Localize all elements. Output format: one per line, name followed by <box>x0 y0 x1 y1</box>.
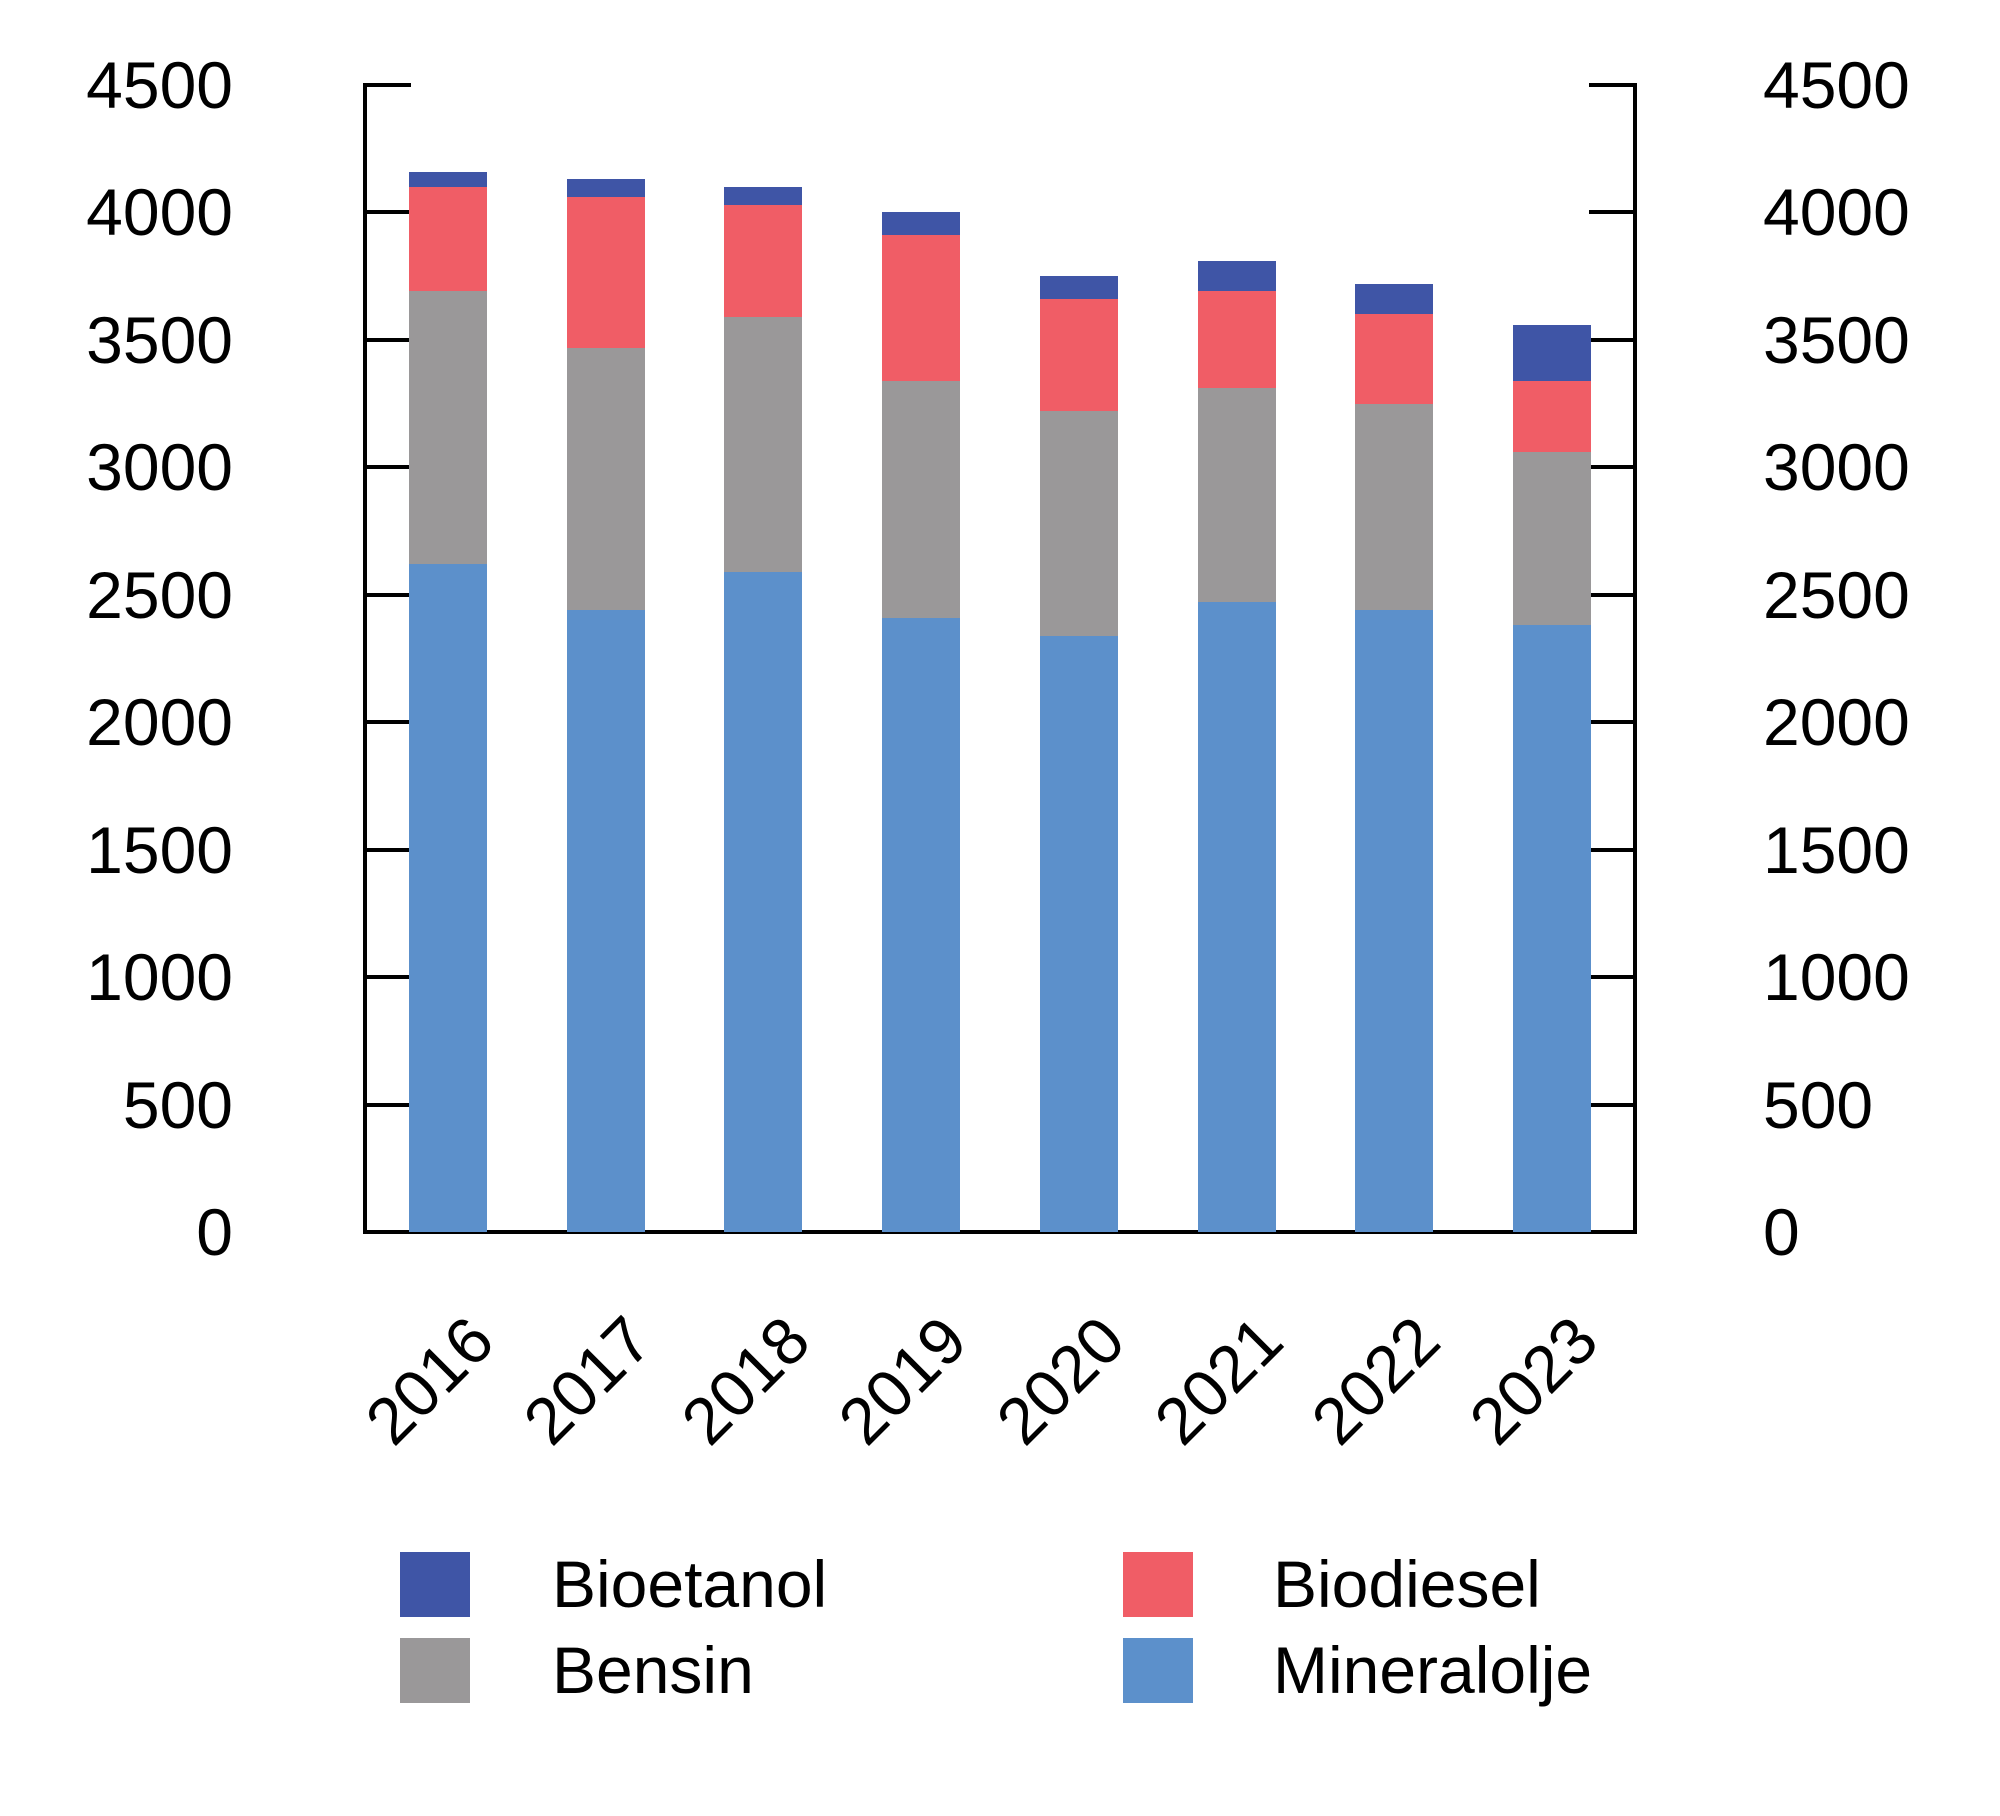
bar-segment-bioetanol-2023 <box>1512 324 1591 381</box>
y-tick-label-right-4000: 4000 <box>1763 175 1910 250</box>
bar-segment-biodiesel-2020 <box>1039 299 1118 412</box>
bar-segment-bioetanol-2018 <box>724 186 803 205</box>
y-tick-label-left-3500: 3500 <box>86 302 233 377</box>
bar-segment-bensin-2021 <box>1197 388 1276 603</box>
y-tick-right-0 <box>1589 1230 1635 1234</box>
y-tick-left-2000 <box>365 720 411 725</box>
bar-segment-bensin-2016 <box>409 291 487 565</box>
y-axis-right <box>1633 83 1637 1234</box>
y-tick-label-right-1500: 1500 <box>1763 812 1910 887</box>
bar-segment-mineralolje-2020 <box>1039 635 1118 1232</box>
legend-label-biodiesel: Biodiesel <box>1273 1547 1541 1621</box>
y-tick-right-4500 <box>1589 83 1635 87</box>
y-tick-label-left-1500: 1500 <box>86 812 233 887</box>
bar-segment-biodiesel-2021 <box>1197 291 1276 389</box>
x-label-2022: 2022 <box>1297 1302 1454 1459</box>
y-tick-label-right-0: 0 <box>1763 1195 1800 1269</box>
bar-segment-bioetanol-2021 <box>1197 260 1276 292</box>
x-label-2016: 2016 <box>351 1302 508 1459</box>
bar-segment-mineralolje-2019 <box>882 617 961 1232</box>
y-tick-left-0 <box>365 1230 411 1234</box>
y-tick-left-4500 <box>365 83 411 87</box>
bar-segment-bensin-2019 <box>882 380 961 618</box>
x-label-2018: 2018 <box>666 1302 823 1459</box>
y-tick-label-left-4500: 4500 <box>86 48 233 122</box>
bar-segment-mineralolje-2021 <box>1197 602 1276 1232</box>
legend-label-bioetanol: Bioetanol <box>552 1547 828 1621</box>
x-axis <box>363 1230 1637 1234</box>
bar-segment-mineralolje-2016 <box>409 564 487 1232</box>
bar-segment-bensin-2020 <box>1039 411 1118 636</box>
y-tick-label-left-2000: 2000 <box>86 685 233 760</box>
bar-segment-mineralolje-2023 <box>1512 625 1591 1232</box>
bar-segment-bensin-2017 <box>566 347 645 611</box>
y-tick-right-1500 <box>1589 847 1635 852</box>
y-tick-label-left-3000: 3000 <box>86 430 233 505</box>
x-label-2017: 2017 <box>509 1302 666 1459</box>
y-tick-label-left-1000: 1000 <box>86 940 233 1015</box>
bar-segment-bensin-2018 <box>724 316 803 572</box>
x-label-2020: 2020 <box>982 1302 1139 1459</box>
y-tick-right-3500 <box>1589 337 1635 342</box>
y-tick-label-right-2500: 2500 <box>1763 557 1910 632</box>
bar-segment-mineralolje-2018 <box>724 571 803 1232</box>
bar-segment-bioetanol-2016 <box>409 171 487 187</box>
y-tick-right-3000 <box>1589 465 1635 470</box>
y-tick-label-right-3500: 3500 <box>1763 302 1910 377</box>
bar-segment-bioetanol-2019 <box>882 212 961 236</box>
y-axis-left <box>363 83 367 1234</box>
y-tick-right-500 <box>1589 1102 1635 1107</box>
bar-segment-biodiesel-2016 <box>409 186 487 292</box>
legend-swatch-mineralolje <box>1123 1638 1193 1703</box>
y-tick-right-4000 <box>1589 210 1635 215</box>
plot-area: 4500 4500 4000 4000 3500 3500 3000 3000 2500 2500… <box>86 48 1910 1459</box>
y-tick-right-1000 <box>1589 975 1635 980</box>
bar-segment-biodiesel-2019 <box>882 235 961 381</box>
bar-segment-biodiesel-2018 <box>724 204 803 317</box>
bar-segment-bensin-2022 <box>1355 403 1434 611</box>
y-tick-right-2000 <box>1589 720 1635 725</box>
x-label-2023: 2023 <box>1455 1302 1612 1459</box>
y-tick-label-left-2500: 2500 <box>86 557 233 632</box>
legend-label-mineralolje: Mineralolje <box>1273 1633 1593 1707</box>
y-tick-left-3500 <box>365 337 411 342</box>
y-tick-label-left-4000: 4000 <box>86 175 233 250</box>
bar-segment-bensin-2023 <box>1512 452 1591 626</box>
y-tick-label-right-4500: 4500 <box>1763 48 1910 122</box>
bar-segment-bioetanol-2020 <box>1039 276 1118 300</box>
bar-segment-mineralolje-2022 <box>1355 610 1434 1232</box>
y-tick-label-right-1000: 1000 <box>1763 940 1910 1015</box>
y-tick-left-4000 <box>365 210 411 215</box>
y-tick-right-2500 <box>1589 592 1635 597</box>
y-tick-label-left-500: 500 <box>122 1067 233 1142</box>
bar-segment-biodiesel-2017 <box>566 197 645 348</box>
bar-segment-bioetanol-2022 <box>1355 283 1434 315</box>
y-tick-left-1500 <box>365 847 411 852</box>
y-tick-label-left-0: 0 <box>196 1195 233 1269</box>
legend-swatch-bioetanol <box>400 1552 470 1617</box>
x-label-2019: 2019 <box>824 1302 981 1459</box>
bar-segment-bioetanol-2017 <box>566 179 645 198</box>
bar-segment-biodiesel-2023 <box>1512 380 1591 453</box>
y-tick-left-1000 <box>365 975 411 980</box>
y-tick-label-right-2000: 2000 <box>1763 685 1910 760</box>
y-tick-label-right-500: 500 <box>1763 1067 1874 1142</box>
bar-segment-biodiesel-2022 <box>1355 314 1434 404</box>
y-tick-left-2500 <box>365 592 411 597</box>
bar-segment-mineralolje-2017 <box>566 610 645 1232</box>
y-tick-left-500 <box>365 1102 411 1107</box>
legend-swatch-biodiesel <box>1123 1552 1193 1617</box>
y-tick-label-right-3000: 3000 <box>1763 430 1910 505</box>
x-label-2021: 2021 <box>1139 1302 1296 1459</box>
y-tick-left-3000 <box>365 465 411 470</box>
legend-label-bensin: Bensin <box>552 1633 754 1707</box>
legend-swatch-bensin <box>400 1638 470 1703</box>
